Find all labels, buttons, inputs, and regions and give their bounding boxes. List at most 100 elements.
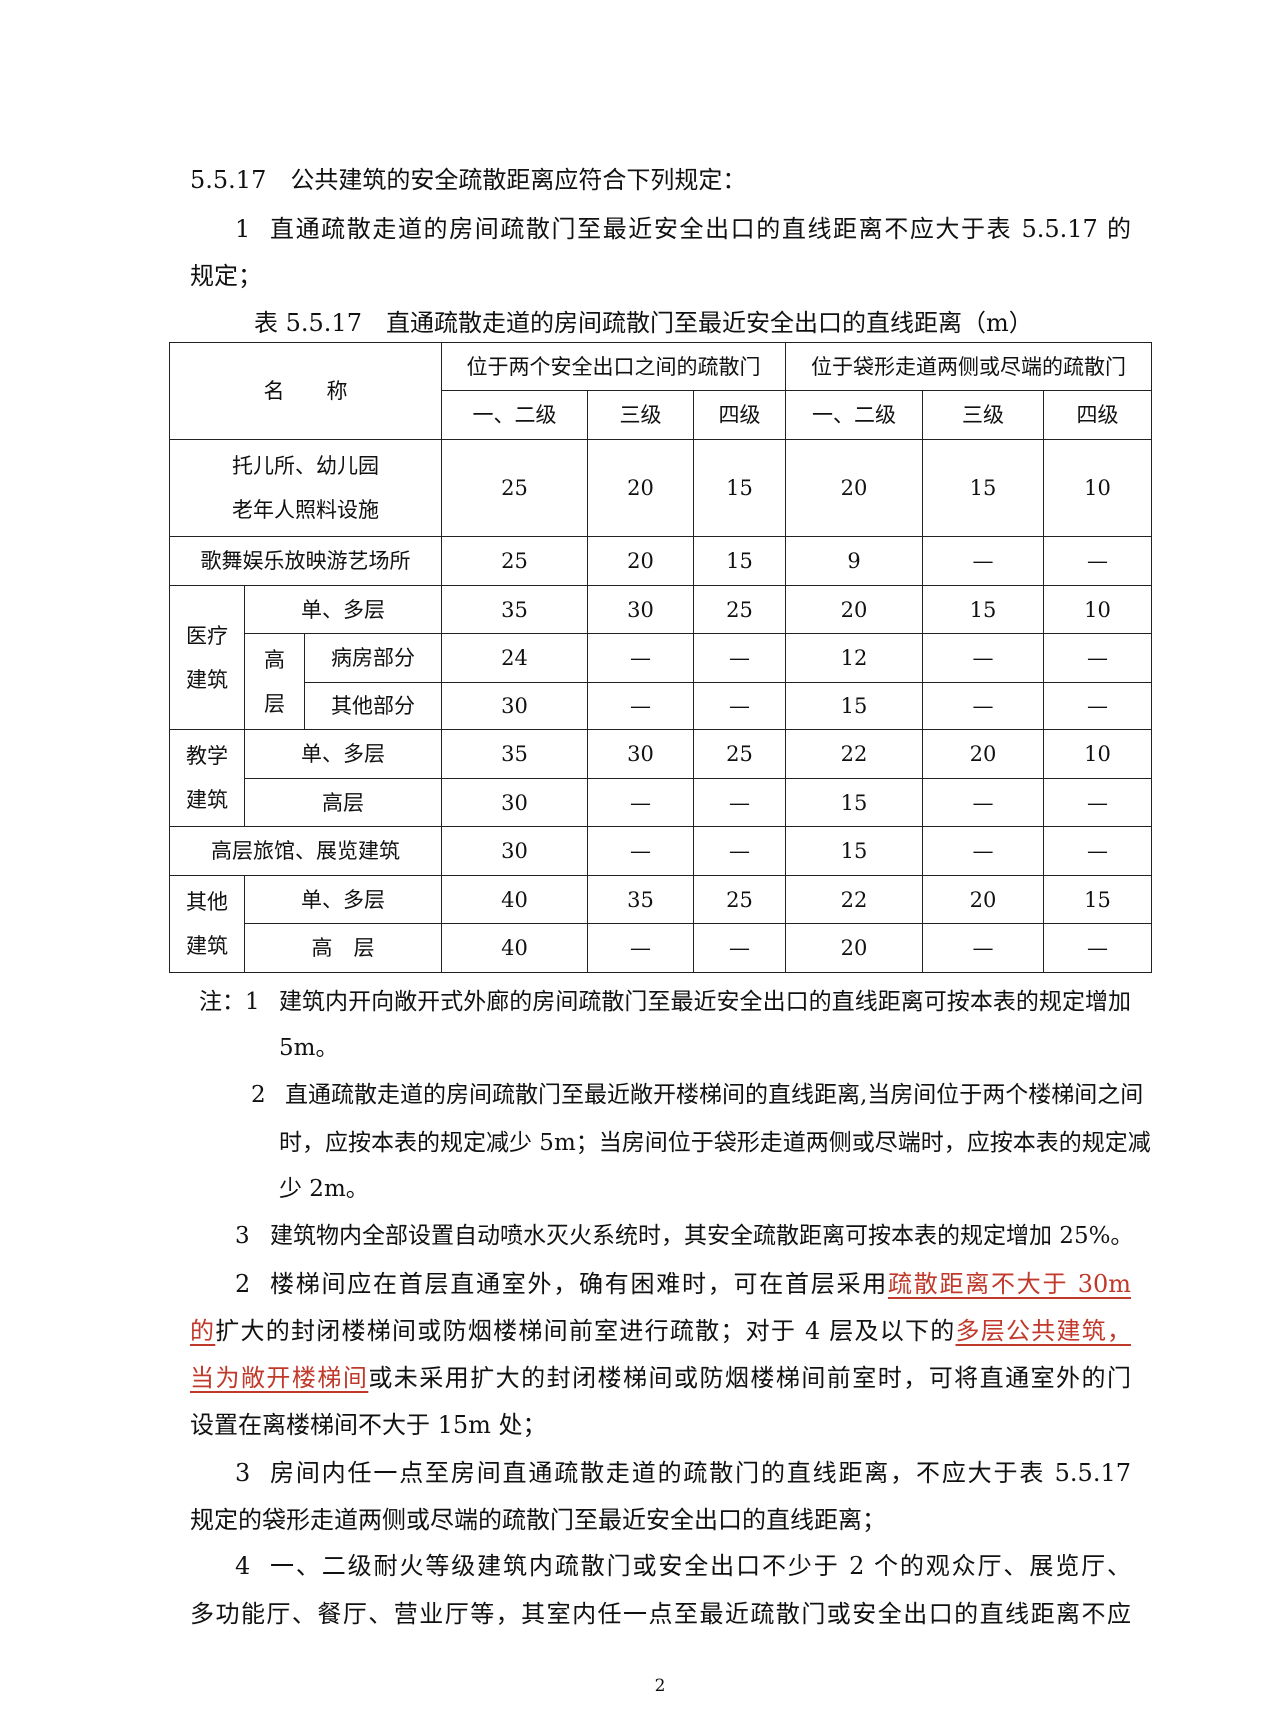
cell: 10 — [1043, 729, 1152, 779]
row-label: 单、多层 — [244, 585, 442, 634]
cell: — — [693, 682, 786, 730]
section-heading: 5.5.17 公共建筑的安全疏散距离应符合下列规定： — [190, 166, 747, 194]
row-label: 托儿所、幼儿园 老年人照料设施 — [169, 439, 442, 537]
note-line: 时，应按本表的规定减少 5m；当房间位于袋形走道两侧或尽端时，应按本表的规定减 — [279, 1130, 1151, 1156]
item-number: 2 — [235, 1270, 251, 1298]
cell: — — [1043, 826, 1152, 876]
highlighted-text: 疏散距离不大于 30m — [888, 1270, 1131, 1298]
row-label: 高层 — [244, 778, 442, 827]
label-line: 托儿所、幼儿园 — [232, 454, 379, 478]
highlighted-text: 多层公共建筑， — [955, 1317, 1132, 1345]
table-row: 教学 建筑 单、多层 35 30 25 22 20 10 — [169, 729, 1152, 827]
cell: 25 — [693, 585, 786, 634]
cell: 15 — [1043, 875, 1152, 924]
row-label: 高层旅馆、展览建筑 — [169, 826, 442, 876]
note-line: 建筑物内全部设置自动喷水灭火系统时，其安全疏散距离可按本表的规定增加 25%。 — [270, 1223, 1134, 1249]
cell: 15 — [693, 439, 786, 537]
note-number: 3 — [235, 1223, 250, 1249]
cell: 30 — [587, 585, 694, 634]
page-number: 2 — [654, 1676, 666, 1696]
cell: 20 — [922, 875, 1044, 924]
label-line: 层 — [264, 691, 285, 716]
cell: 30 — [441, 682, 588, 730]
cell: — — [1043, 923, 1152, 973]
cell: 20 — [785, 439, 923, 537]
label-line: 建筑 — [186, 788, 228, 812]
note-line: 少 2m。 — [279, 1176, 369, 1202]
cell: — — [922, 826, 1044, 876]
cell: 35 — [587, 875, 694, 924]
group-label: 其他 建筑 — [169, 875, 245, 973]
cell: 22 — [785, 729, 923, 779]
table-row: 高层 30— —15— — — [170, 778, 1152, 827]
cell: 25 — [693, 875, 786, 924]
cell: — — [587, 826, 694, 876]
cell: 15 — [693, 536, 786, 586]
cell: 30 — [441, 826, 588, 876]
item2-line: 当为敞开楼梯间或未采用扩大的封闭楼梯间或防烟楼梯间前室时，可将直通室外的门 — [190, 1363, 1131, 1393]
row-label: 歌舞娱乐放映游艺场所 — [169, 536, 442, 586]
cell: 10 — [1043, 439, 1152, 537]
cell: — — [693, 633, 786, 683]
note-line: 建筑内开向敞开式外廊的房间疏散门至最近安全出口的直线距离可按本表的规定增加 — [279, 989, 1131, 1015]
table-row: 歌舞娱乐放映游艺场所 25 20 15 9— — — [169, 536, 1152, 586]
cell: 35 — [441, 585, 588, 634]
label-line: 老年人照料设施 — [232, 498, 379, 522]
note-line: 5m。 — [279, 1035, 339, 1061]
evacuation-distance-table: 名 称 位于两个安全出口之间的疏散门 位于袋形走道两侧或尽端的疏散门 一、二级 … — [169, 342, 1152, 973]
cell: 15 — [785, 778, 923, 827]
cell: — — [922, 778, 1044, 827]
grade-header: 三级 — [587, 390, 694, 440]
cell: — — [922, 682, 1044, 730]
table-caption: 表 5.5.17 直通疏散走道的房间疏散门至最近安全出口的直线距离（m） — [254, 309, 1033, 337]
cell: 10 — [1043, 585, 1152, 634]
label-line: 建筑 — [186, 934, 228, 958]
grade-header: 三级 — [922, 390, 1044, 440]
item1-line: 规定； — [190, 262, 262, 290]
group-header: 位于袋形走道两侧或尽端的疏散门 — [785, 342, 1152, 391]
label-line: 建筑 — [186, 667, 228, 692]
group-label: 教学 建筑 — [169, 729, 245, 827]
table-row: 高层 病房部分 24— —12— — — [170, 633, 1152, 730]
cell: 20 — [785, 585, 923, 634]
cell: — — [693, 923, 786, 973]
row-label: 单、多层 — [244, 875, 442, 924]
label-line: 教学 — [186, 744, 228, 768]
cell: 22 — [785, 875, 923, 924]
table-row: 医疗 建筑 单、多层 35 30 25 20 15 10 — [169, 585, 1152, 730]
note-line: 直通疏散走道的房间疏散门至最近敞开楼梯间的直线距离,当房间位于两个楼梯间之间 — [285, 1082, 1144, 1108]
item-number: 4 — [235, 1552, 251, 1580]
item3-line: 房间内任一点至房间直通疏散走道的疏散门的直线距离，不应大于表 5.5.17 — [270, 1459, 1131, 1487]
item-number: 1 — [235, 215, 251, 243]
row-label: 其他部分 — [304, 682, 442, 730]
cell: 30 — [441, 778, 588, 827]
cell: — — [1043, 682, 1152, 730]
cell: 25 — [441, 536, 588, 586]
cell: 20 — [587, 536, 694, 586]
cell: — — [587, 682, 694, 730]
cell: 20 — [587, 439, 694, 537]
cell: 30 — [587, 729, 694, 779]
item2-line: 楼梯间应在首层直通室外，确有困难时，可在首层采用疏散距离不大于 30m — [270, 1269, 1131, 1299]
cell: — — [922, 923, 1044, 973]
note-number: 2 — [251, 1082, 266, 1108]
cell: 25 — [693, 729, 786, 779]
cell: — — [587, 778, 694, 827]
cell: — — [1043, 536, 1152, 586]
group-header: 位于两个安全出口之间的疏散门 — [441, 342, 786, 391]
text: 楼梯间应在首层直通室外，确有困难时，可在首层采用 — [270, 1270, 889, 1298]
cell: — — [587, 633, 694, 683]
cell: 15 — [922, 585, 1044, 634]
note-prefix: 注：1 — [199, 989, 260, 1015]
item1-line: 直通疏散走道的房间疏散门至最近安全出口的直线距离不应大于表 5.5.17 的 — [270, 215, 1131, 243]
cell: — — [1043, 778, 1152, 827]
row-label: 病房部分 — [304, 633, 442, 683]
cell: 15 — [785, 826, 923, 876]
table-row: 其他部分 30— —15— — — [170, 682, 1152, 730]
cell: — — [922, 536, 1044, 586]
grade-header: 一、二级 — [785, 390, 923, 440]
item-number: 3 — [235, 1459, 251, 1487]
cell: — — [693, 778, 786, 827]
cell: — — [587, 923, 694, 973]
table-row: 高层旅馆、展览建筑 30— —15— — — [169, 826, 1152, 876]
